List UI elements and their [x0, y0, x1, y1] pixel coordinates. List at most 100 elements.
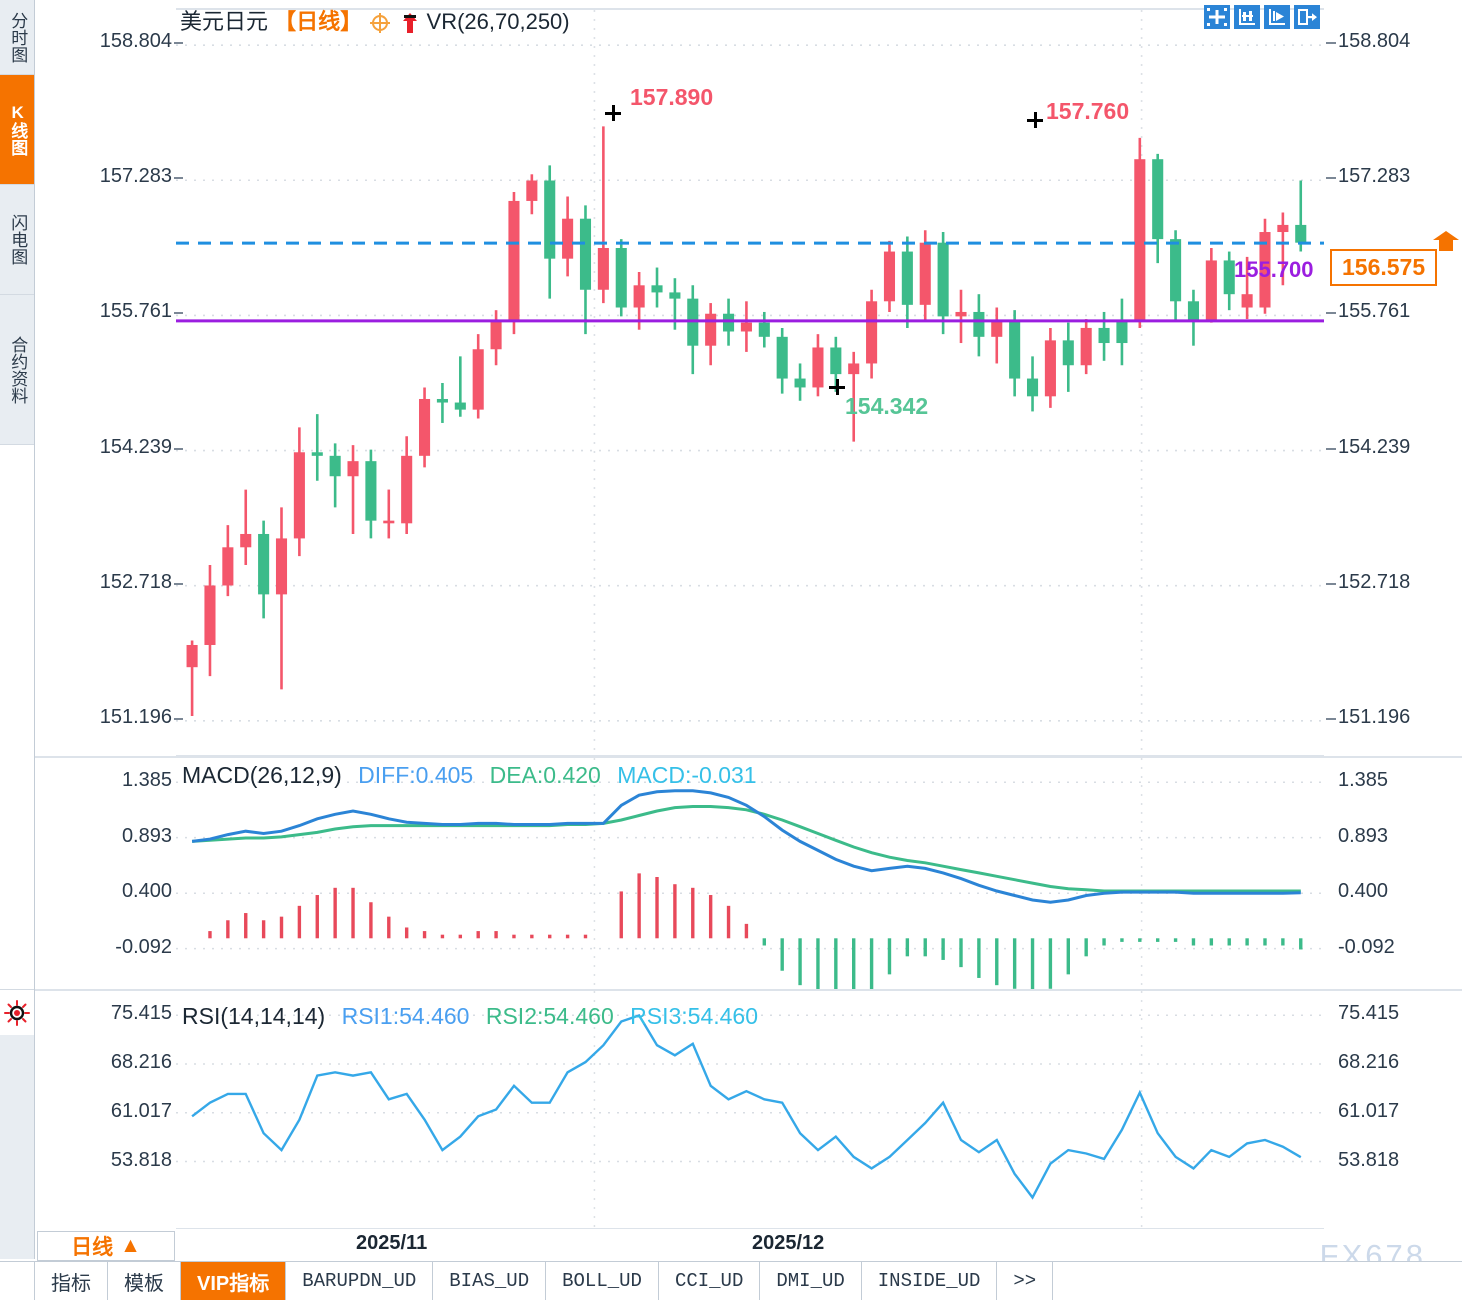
sidebar-item-contract-info[interactable]: 合约资料 — [0, 295, 34, 445]
crosshair-circle-icon[interactable] — [370, 13, 391, 33]
price-axis-tick-mark — [1326, 177, 1336, 180]
price-axis-tick-mark — [174, 42, 183, 45]
timeframe-label: 【日线】 — [274, 9, 363, 34]
crosshair-expand-icon[interactable] — [1204, 5, 1230, 29]
macd-axis-left-box-tick: 1.385 — [121, 769, 172, 792]
price-axis-tick-mark — [174, 447, 183, 450]
price-axis-tick-mark — [1326, 42, 1336, 45]
left-sidebar: 分时图 K线图 闪电图 合约资料 — [0, 0, 35, 1259]
macd-axis-left-box-tick: 0.893 — [121, 824, 172, 847]
rsi-axis-right-box-tick: 61.017 — [1338, 1099, 1400, 1122]
x-axis-label-1: 2025/12 — [752, 1232, 825, 1254]
macd-title: MACD(26,12,9) — [182, 762, 342, 788]
price-axis-tick-mark — [1326, 447, 1336, 450]
settings-brightness-icon[interactable] — [4, 999, 30, 1026]
macd-diff-label: DIFF:0.405 — [358, 762, 474, 788]
sidebar-item-timeline[interactable]: 分时图 — [0, 0, 34, 75]
chart-exit-icon[interactable] — [1294, 5, 1320, 29]
macd-dea-label: DEA:0.420 — [489, 762, 601, 788]
rsi-axis-left-box-tick: 61.017 — [110, 1099, 172, 1122]
price-axis-left-tick: 157.283 — [99, 165, 172, 188]
toolbar-inside-ud[interactable]: INSIDE_UD — [861, 1262, 998, 1300]
rsi-axis-left-box-tick: 53.818 — [110, 1148, 172, 1171]
price-axis-right-tick: 152.718 — [1338, 570, 1411, 593]
macd-chart-panel[interactable] — [176, 758, 1324, 990]
price-chart-panel[interactable] — [176, 8, 1324, 756]
sidebar-blank-area — [0, 445, 34, 990]
toolbar-more[interactable]: >> — [997, 1262, 1054, 1300]
toolbar-bias-ud[interactable]: BIAS_UD — [433, 1262, 547, 1300]
price-axis-tick-mark — [174, 582, 183, 585]
panel-divider — [35, 989, 1462, 991]
sidebar-settings-cell[interactable] — [0, 990, 34, 1035]
toolbar-cci-ud[interactable]: CCI_UD — [658, 1262, 761, 1300]
rsi-axis-left-box-tick: 68.216 — [110, 1051, 172, 1074]
rsi-axis-right-box-tick: 68.216 — [1338, 1051, 1400, 1074]
rsi2-label: RSI2:54.460 — [485, 1003, 614, 1029]
chart-header: 美元日元 【日线】 VR(26,70,250) — [180, 4, 570, 36]
sidebar-item-timeline-label: 分时图 — [8, 11, 28, 63]
current-price-badge[interactable]: 156.575 — [1330, 249, 1438, 287]
support-line-label: 155.700 — [1234, 257, 1314, 282]
x-axis: 2025/11 2025/12 — [176, 1229, 1324, 1261]
price-axis-tick-mark — [1326, 717, 1336, 720]
price-axis-left-tick: 155.761 — [99, 300, 172, 323]
macd-axis-right-box-tick: 1.385 — [1338, 769, 1389, 792]
sidebar-item-contract-info-label: 合约资料 — [8, 335, 28, 404]
toolbar-templates[interactable]: 模板 — [108, 1262, 181, 1300]
indicator-vr-label: VR(26,70,250) — [426, 9, 570, 34]
chart-zoom-icon[interactable] — [1264, 5, 1290, 29]
price-chart-canvas[interactable] — [176, 10, 1324, 756]
price-axis-tick-mark — [174, 717, 183, 720]
macd-value-label: MACD:-0.031 — [617, 762, 757, 788]
high-price-annotation-2: 157.760 — [1046, 98, 1130, 124]
price-axis-left-tick: 151.196 — [99, 705, 172, 728]
arrow-up-icon — [402, 13, 418, 33]
macd-axis-right-box-tick: 0.400 — [1338, 880, 1389, 903]
sidebar-item-candlestick[interactable]: K线图 — [0, 75, 34, 185]
price-axis-left-tick: 152.718 — [99, 570, 172, 593]
toolbar-dmi-ud[interactable]: DMI_UD — [760, 1262, 862, 1300]
macd-axis-right-box-tick: -0.092 — [1338, 935, 1395, 958]
chart-compare-icon[interactable] — [1234, 5, 1260, 29]
price-axis-right-tick: 155.761 — [1338, 300, 1411, 323]
toolbar-spacer — [1053, 1262, 1462, 1300]
sidebar-lower-area — [0, 1035, 34, 1259]
toolbar-barupdn-ud[interactable]: BARUPDN_UD — [286, 1262, 434, 1300]
toolbar-boll-ud[interactable]: BOLL_UD — [546, 1262, 659, 1300]
rsi-axis-right-box-tick: 75.415 — [1338, 1002, 1400, 1025]
toolbar-indicators[interactable]: 指标 — [35, 1262, 108, 1300]
macd-header: MACD(26,12,9) DIFF:0.405 DEA:0.420 MACD:… — [182, 762, 757, 789]
price-axis-right-tick: 157.283 — [1338, 165, 1411, 188]
high-price-marker-icon — [605, 105, 621, 121]
x-axis-label-0: 2025/11 — [356, 1232, 428, 1254]
rsi3-label: RSI3:54.460 — [630, 1003, 758, 1029]
panel-divider — [35, 756, 1462, 758]
timeframe-button-label: 日线 — [71, 1236, 114, 1259]
sidebar-item-lightning[interactable]: 闪电图 — [0, 185, 34, 295]
price-axis-right-tick: 158.804 — [1338, 30, 1411, 53]
price-axis-tick-mark — [174, 312, 183, 315]
low-price-marker-icon — [829, 379, 845, 395]
high-price-marker-2-icon — [1027, 112, 1043, 128]
sidebar-item-candlestick-label: K线图 — [8, 103, 28, 156]
toolbar-vip-indicators[interactable]: VIP指标 — [181, 1262, 287, 1300]
rsi1-label: RSI1:54.460 — [341, 1003, 470, 1029]
low-price-annotation: 154.342 — [845, 393, 929, 419]
macd-chart-canvas[interactable] — [176, 758, 1324, 989]
timeframe-button[interactable]: 日线 ▲ — [37, 1231, 175, 1261]
toolbar-lead-spacer — [0, 1262, 35, 1300]
sidebar-item-lightning-label: 闪电图 — [8, 214, 28, 265]
price-axis-left-tick: 158.804 — [99, 30, 172, 53]
price-axis-tick-mark — [1326, 312, 1336, 315]
rsi-title: RSI(14,14,14) — [182, 1003, 326, 1029]
rsi-axis-right-box-tick: 53.818 — [1338, 1148, 1400, 1171]
rsi-axis-left-box-tick: 75.415 — [110, 1002, 172, 1025]
triangle-up-icon: ▲ — [120, 1234, 141, 1257]
rsi-chart-panel[interactable] — [176, 991, 1324, 1229]
macd-axis-right-box-tick: 0.893 — [1338, 824, 1389, 847]
price-axis-tick-mark — [1326, 582, 1336, 585]
macd-axis-left-box-tick: 0.400 — [121, 880, 172, 903]
rsi-chart-canvas[interactable] — [176, 991, 1324, 1228]
